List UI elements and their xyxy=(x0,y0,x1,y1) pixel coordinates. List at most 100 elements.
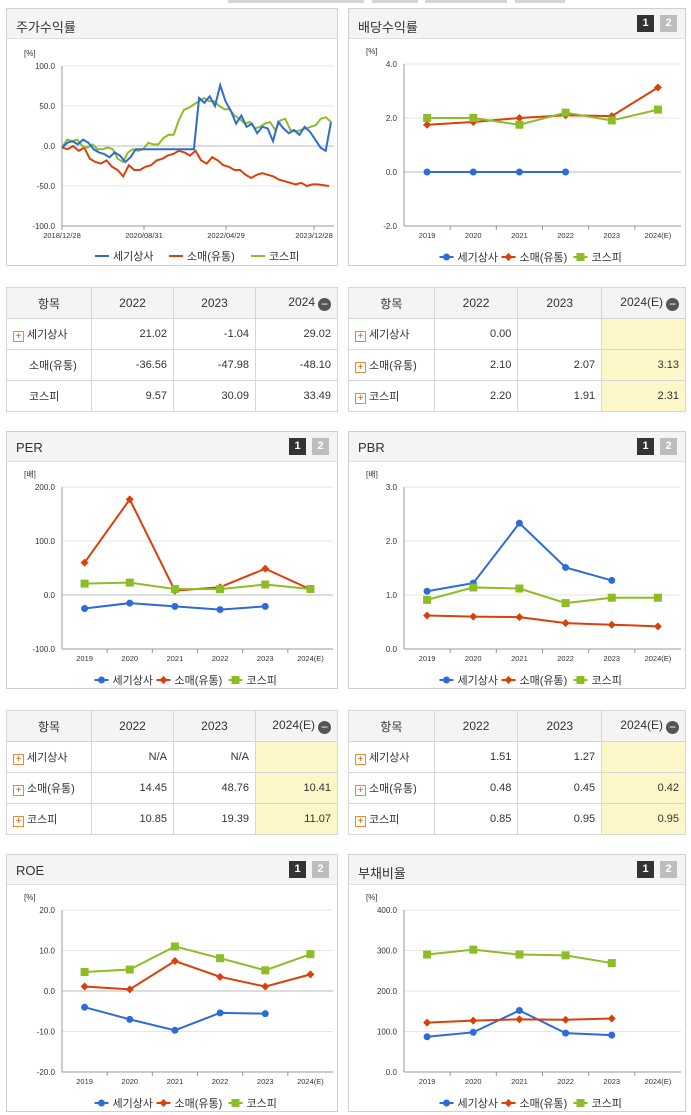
table-cell: 2.10 xyxy=(433,349,519,381)
legend-label: 소매(유통) xyxy=(187,250,235,263)
collapse-icon[interactable]: − xyxy=(666,298,679,311)
table-cell: 2.31 xyxy=(601,380,686,412)
series-line xyxy=(84,581,311,591)
row-label-cell[interactable]: + 세기상사 xyxy=(348,318,435,350)
row-label-cell[interactable]: + 소매(유통) xyxy=(348,772,435,804)
collapse-icon[interactable]: − xyxy=(318,298,331,311)
expand-icon[interactable]: + xyxy=(355,362,366,373)
data-point xyxy=(653,593,662,602)
row-label: 코스피 xyxy=(369,391,400,403)
data-point xyxy=(231,1099,240,1107)
expand-icon[interactable]: + xyxy=(13,816,24,827)
expand-icon[interactable]: + xyxy=(355,816,366,827)
data-point xyxy=(561,599,570,608)
view-1-button[interactable]: 1 xyxy=(637,438,654,455)
header-label: 2024(E) xyxy=(272,718,315,732)
collapse-icon[interactable]: − xyxy=(666,721,679,734)
x-tick-label: 2024(E) xyxy=(297,1077,324,1086)
y-tick-label: 100.0 xyxy=(35,537,56,546)
view-2-button[interactable]: 2 xyxy=(312,438,329,455)
x-tick-label: 2021 xyxy=(511,1077,528,1086)
table-cell: 0.85 xyxy=(433,803,519,835)
row-label-cell[interactable]: + 세기상사 xyxy=(6,318,92,350)
table-row: 코스피 9.57 30.09 33.49 xyxy=(6,380,338,412)
y-tick-label: 4.0 xyxy=(386,60,398,69)
data-point xyxy=(171,602,179,610)
data-point xyxy=(443,1099,450,1107)
collapse-icon[interactable]: − xyxy=(318,721,331,734)
row-label-cell[interactable]: + 세기상사 xyxy=(6,741,92,773)
data-point xyxy=(261,1010,269,1018)
data-point xyxy=(306,970,315,979)
dividend-yield-table: 항목 2022 2023 2024(E) − + 세기상사 0.00 + 소매(유통) 2.10 2.… xyxy=(348,287,686,412)
y-tick-label: -20.0 xyxy=(37,1068,56,1077)
x-tick-label: 2024(E) xyxy=(645,1077,672,1086)
row-label-cell[interactable]: + 코스피 xyxy=(348,380,435,412)
table-cell xyxy=(601,318,686,350)
view-2-button[interactable]: 2 xyxy=(660,861,677,878)
data-point xyxy=(125,578,134,587)
data-point xyxy=(561,619,570,628)
data-point xyxy=(469,114,478,122)
data-point xyxy=(469,1016,478,1025)
data-point xyxy=(515,613,524,622)
view-1-button[interactable]: 1 xyxy=(637,15,654,32)
x-tick-label: 2023 xyxy=(603,1077,620,1086)
x-tick-label: 2022/04/29 xyxy=(207,231,245,240)
view-2-button[interactable]: 2 xyxy=(660,15,677,32)
view-2-button[interactable]: 2 xyxy=(660,438,677,455)
data-point xyxy=(216,972,225,981)
series-line xyxy=(427,614,658,628)
data-point xyxy=(81,1003,89,1011)
legend-label: 소매(유통) xyxy=(175,674,223,687)
expand-icon[interactable]: + xyxy=(13,754,24,765)
legend-label: 소매(유통) xyxy=(520,674,568,687)
table-cell: 2.07 xyxy=(517,349,603,381)
y-tick-label: 100.0 xyxy=(35,62,56,71)
expand-icon[interactable]: + xyxy=(355,754,366,765)
data-point xyxy=(216,585,225,594)
data-point xyxy=(504,1099,513,1107)
data-point xyxy=(607,620,616,629)
header-label: 2024 xyxy=(288,295,315,309)
table-cell: 2.20 xyxy=(433,380,519,412)
view-2-button[interactable]: 2 xyxy=(312,861,329,878)
view-1-button[interactable]: 1 xyxy=(289,861,306,878)
expand-icon[interactable]: + xyxy=(13,785,24,796)
view-1-button[interactable]: 1 xyxy=(637,861,654,878)
data-point xyxy=(159,1099,168,1107)
top-tab-strip xyxy=(372,0,418,3)
panel-title: 배당수익률 xyxy=(358,20,418,35)
table-cell: 1.51 xyxy=(433,741,519,773)
table-cell: 9.57 xyxy=(91,380,174,412)
data-point xyxy=(469,583,478,592)
row-label-cell[interactable]: + 소매(유통) xyxy=(6,772,92,804)
x-tick-label: 2020 xyxy=(121,1077,138,1086)
row-label-cell[interactable]: + 코스피 xyxy=(6,803,92,835)
series-line xyxy=(84,945,311,973)
expand-icon[interactable]: + xyxy=(355,331,366,342)
row-label-cell[interactable]: + 코스피 xyxy=(348,803,435,835)
header-label: 항목 xyxy=(37,719,61,734)
table-cell: 0.42 xyxy=(601,772,686,804)
legend-label: 세기상사 xyxy=(113,674,153,687)
data-point xyxy=(469,1028,477,1036)
row-label-cell[interactable]: + 세기상사 xyxy=(348,741,435,773)
panel-title: 주가수익률 xyxy=(16,20,76,35)
expand-icon[interactable]: + xyxy=(355,785,366,796)
table-cell: 10.85 xyxy=(91,803,174,835)
data-point xyxy=(423,168,431,176)
expand-icon[interactable]: + xyxy=(355,393,366,404)
view-1-button[interactable]: 1 xyxy=(289,438,306,455)
expand-icon[interactable]: + xyxy=(13,331,24,342)
y-unit-label: [배] xyxy=(366,470,378,479)
table-header-cell: 항목 xyxy=(6,287,92,319)
y-tick-label: 2.0 xyxy=(386,537,398,546)
row-label-cell[interactable]: + 소매(유통) xyxy=(348,349,435,381)
row-label: 소매(유통) xyxy=(369,360,417,372)
data-point xyxy=(306,585,315,594)
table-row: + 세기상사 1.51 1.27 xyxy=(348,741,686,773)
